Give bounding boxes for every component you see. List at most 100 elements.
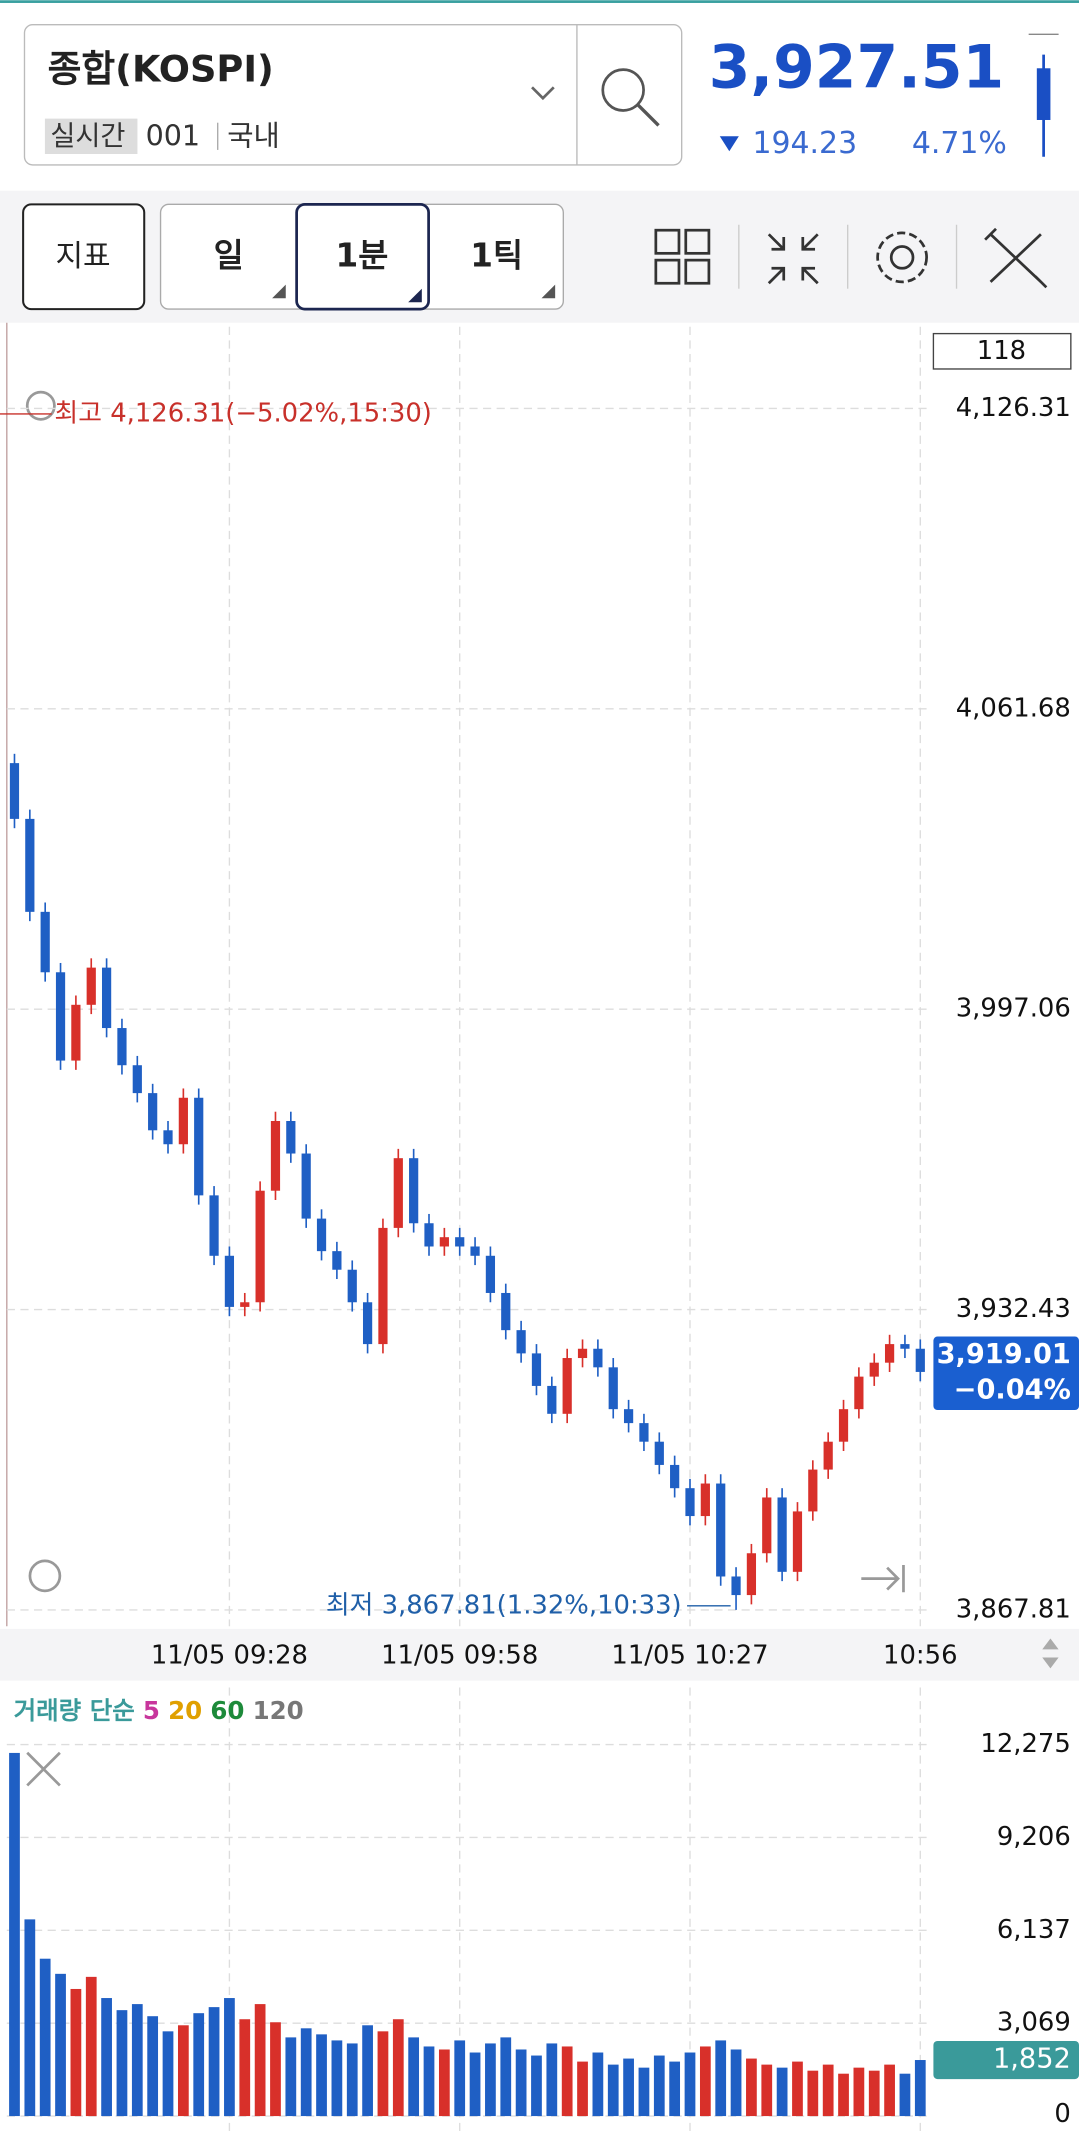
volume-bar: [669, 2061, 681, 2117]
candle-body: [71, 1004, 81, 1061]
volume-bar: [331, 2040, 343, 2117]
candle-body: [562, 1358, 572, 1414]
candle-body: [316, 1218, 327, 1252]
dropdown-icon[interactable]: [531, 86, 555, 101]
volume-bar: [239, 2019, 251, 2117]
period[interactable]: 일: [214, 236, 244, 274]
volume-bar: [9, 1752, 20, 2117]
candle-body: [86, 967, 96, 1005]
candle-body: [224, 1255, 235, 1307]
symbol-box[interactable]: [23, 24, 683, 166]
legend-entry: 60: [210, 1696, 244, 1725]
corner-mark: [541, 284, 556, 299]
candle-body: [516, 1330, 526, 1354]
candle-body: [40, 911, 50, 973]
volume-bar: [838, 2073, 849, 2117]
volume-bar: [469, 2052, 481, 2117]
volume-bar: [423, 2046, 435, 2117]
candle-body: [485, 1255, 496, 1293]
candle-body: [670, 1464, 680, 1489]
volume-bar: [623, 2058, 634, 2117]
volume-bar: [822, 2064, 834, 2117]
candle-body: [808, 1469, 818, 1512]
candle-body: [685, 1488, 695, 1517]
indicator-button[interactable]: [22, 203, 146, 311]
candle-body: [654, 1441, 664, 1465]
candle-body: [838, 1409, 849, 1442]
candle-body: [823, 1441, 833, 1470]
last-price: 3,919.01: [937, 1339, 1071, 1370]
volume-bar: [868, 2070, 880, 2117]
candle-body: [270, 1120, 281, 1191]
candle-body: [900, 1344, 910, 1349]
volume-bar: [914, 2060, 926, 2117]
volume-bar: [392, 2019, 404, 2117]
volume-bar: [546, 2043, 558, 2117]
volume-bar: [653, 2055, 665, 2117]
candle-body: [915, 1348, 925, 1372]
volume-bar: [116, 2010, 128, 2117]
axis-scale-handle[interactable]: [1042, 1638, 1059, 1669]
volume-bar: [607, 2064, 619, 2117]
volume-bar: [24, 1919, 36, 2117]
volume-bar: [684, 2052, 696, 2117]
search-icon-handle: [636, 103, 660, 127]
candle-body: [393, 1158, 403, 1228]
volume-bar: [39, 1958, 51, 2117]
volume-bar: [884, 2064, 895, 2117]
zoom-in[interactable]: [25, 390, 56, 421]
search-icon[interactable]: [601, 68, 645, 112]
candle-body: [716, 1483, 726, 1577]
candle-body: [531, 1353, 542, 1386]
candle-body: [470, 1246, 480, 1256]
candle-body: [347, 1269, 357, 1303]
y-tick-label: 12,275: [980, 1729, 1070, 1759]
period-selected[interactable]: [295, 202, 430, 311]
candle-body: [148, 1093, 158, 1131]
legend-entry: 120: [253, 1696, 304, 1725]
period[interactable]: 1틱: [470, 236, 523, 274]
candle-body: [608, 1367, 618, 1410]
zoom-out[interactable]: [28, 1559, 62, 1593]
volume-bar: [408, 2037, 420, 2117]
volume-bar: [577, 2061, 588, 2117]
volume-bar: [101, 1998, 112, 2117]
top-border: [0, 0, 1079, 3]
high-note: 최고 4,126.31(−5.02%,15:30): [54, 398, 431, 428]
last-price-box: [933, 1336, 1079, 1411]
candle-body: [362, 1302, 373, 1345]
candle-body: [854, 1376, 864, 1410]
legend-entry: 20: [168, 1696, 202, 1725]
corner-mark: [272, 284, 286, 299]
mode: 실시간: [50, 121, 125, 152]
candle-body: [409, 1158, 419, 1224]
toolbar-icons[interactable]: [654, 227, 1048, 289]
volume-bar: [300, 2028, 312, 2117]
volume-bar: [792, 2061, 803, 2117]
count-label: 118: [977, 336, 1026, 366]
volume-bar: [193, 2013, 205, 2117]
close-icon[interactable]: [26, 1751, 61, 1787]
candle-body: [378, 1227, 388, 1345]
candle-body: [639, 1423, 649, 1442]
period[interactable]: 1분: [336, 236, 389, 274]
volume-bar: [638, 2067, 650, 2117]
volume-bar: [70, 1988, 82, 2117]
volume-bar: [761, 2064, 773, 2117]
x-tick-label: 11/05 09:58: [381, 1641, 538, 1671]
volume-bar: [162, 2031, 174, 2117]
volume-bar: [730, 2049, 742, 2117]
count-box: [932, 332, 1072, 370]
volume-bar: [346, 2043, 358, 2117]
volume-legend: 거래량 단순 5 20 60 120: [14, 1696, 304, 1725]
candle-body: [209, 1195, 219, 1256]
volume-bar: [485, 2043, 496, 2117]
candle-body: [700, 1483, 710, 1517]
volume-bar: [131, 2004, 143, 2117]
mode-badge: [44, 118, 138, 154]
scroll-end[interactable]: [861, 1565, 905, 1593]
change: 194.23: [752, 126, 857, 161]
y-tick-label: 3,069: [997, 2008, 1071, 2038]
candle-body: [255, 1190, 265, 1303]
